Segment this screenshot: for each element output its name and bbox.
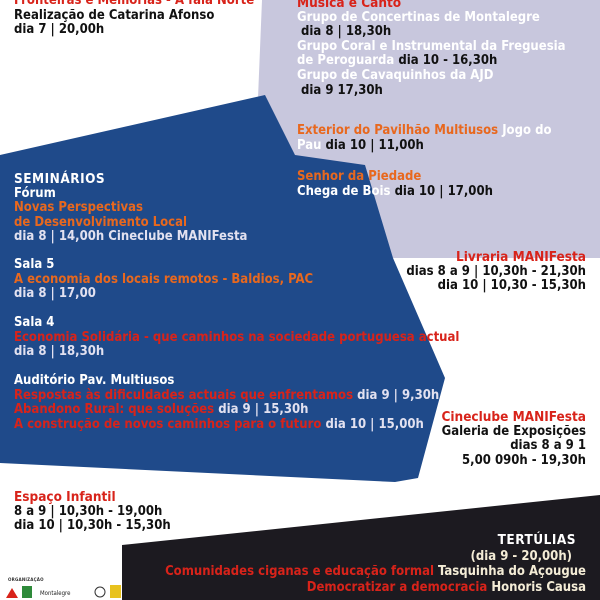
- cineclube-block: Cineclube MANIFesta Galeria de Exposiçõe…: [441, 410, 586, 468]
- piedade-time: dia 10 | 17,00h: [394, 183, 493, 199]
- forum-title-2: de Desenvolvimento Local: [14, 214, 188, 230]
- forum-time: dia 8 | 14,00h Cineclube MANIFesta: [14, 229, 248, 245]
- exterior-event: Jogo do: [502, 123, 552, 138]
- musica-block: Música e Canto Grupo de Concertinas de M…: [297, 0, 566, 98]
- seal-logo-icon: [94, 586, 106, 598]
- exterior-venue: Exterior do Pavilhão Multiusos: [297, 123, 499, 138]
- musica-title: Música e Canto: [297, 0, 402, 11]
- piedade-event: Chega de Bois: [297, 183, 391, 199]
- auditorio-item-3-time: dia 10 | 15,00h: [325, 416, 424, 432]
- musica-item-1-time: dia 8 | 18,30h: [301, 24, 392, 40]
- cineclube-title: Cineclube MANIFesta: [441, 409, 586, 425]
- navy-panel: [0, 95, 445, 482]
- sala5-label: Sala 5: [14, 257, 55, 272]
- seminarios-title: SEMINÁRIOS: [14, 171, 106, 187]
- tertulias-item-1-topic: Comunidades ciganas e educação formal: [165, 564, 434, 579]
- emblem-logo-icon: [110, 585, 121, 598]
- auditorio-item-3-title: A construção de novos caminhos para o fu…: [14, 416, 322, 432]
- tertulias-item-1-place: Tasquinha do Açougue: [438, 564, 586, 579]
- infantil-line-2: dia 10 | 10,30h - 15,30h: [14, 518, 171, 534]
- piedade-venue: Senhor da Piedade: [297, 169, 422, 184]
- tertulias-subtitle: (dia 9 - 20,00h): [470, 548, 572, 564]
- auditorio-label: Auditório Pav. Multiusos: [14, 373, 175, 388]
- tertulias-item-2-place: Honoris Causa: [491, 579, 586, 595]
- auditorio-item-1-time: dia 9 | 9,30h: [357, 387, 440, 403]
- montalegre-logo: Montalegre: [40, 590, 71, 597]
- film-block: Fronteiras e Memórias - A fala Norte Rea…: [14, 0, 254, 38]
- auditorio-item-2-time: dia 9 | 15,30h: [218, 402, 309, 418]
- musica-item-3-time: dia 9 17,30h: [301, 82, 383, 98]
- sala5-time: dia 8 | 17,00: [14, 286, 96, 302]
- sala4-time: dia 8 | 18,30h: [14, 344, 105, 360]
- musica-item-1-name: Grupo de Concertinas de Montalegre: [297, 9, 540, 25]
- musica-item-3-name: Grupo de Cavaquinhos da AJD: [297, 67, 494, 83]
- infantil-line-1: 8 a 9 | 10,30h - 19,00h: [14, 503, 163, 519]
- dark-panel: [122, 495, 600, 600]
- piedade-block: Senhor da Piedade Chega de Bois dia 10 |…: [297, 169, 493, 199]
- infantil-title: Espaço Infantil: [14, 489, 116, 505]
- exterior-event-2: Pau: [297, 137, 322, 153]
- exterior-time: dia 10 | 11,00h: [325, 137, 424, 153]
- livraria-line-1: dias 8 a 9 | 10,30h - 21,30h: [406, 263, 586, 279]
- auditorio-block: Auditório Pav. Multiusos Respostas às di…: [14, 373, 440, 432]
- film-title: Fronteiras e Memórias - A fala Norte: [14, 0, 255, 8]
- auditorio-item-2-title: Abandono Rural: que soluções: [14, 402, 215, 418]
- organizacao-label: ORGANIZAÇÃO: [8, 578, 44, 583]
- triangle-logo-icon: [6, 588, 18, 598]
- musica-item-2-name2: de Peroguarda: [297, 53, 395, 69]
- sala4-block: Sala 4 Economia Solidária - que caminhos…: [14, 315, 460, 360]
- film-credit: Realização de Catarina Afonso: [14, 7, 215, 23]
- livraria-line-2: dia 10 | 10,30 - 15,30h: [437, 278, 586, 294]
- sala4-title: Economia Solidária - que caminhos na soc…: [14, 329, 460, 345]
- film-date: dia 7 | 20,00h: [14, 22, 105, 38]
- cineclube-line-2: dias 8 a 9 1: [510, 438, 586, 454]
- forum-title-1: Novas Perspectivas: [14, 200, 143, 216]
- forum-label: Fórum: [14, 185, 56, 201]
- green-logo-icon: [22, 586, 32, 598]
- sala5-block: Sala 5 A economia dos locais remotos - B…: [14, 257, 314, 302]
- sala5-title: A economia dos locais remotos - Baldios,…: [14, 271, 314, 287]
- auditorio-item-1-title: Respostas às dificuldades actuais que en…: [14, 387, 354, 403]
- exterior-block: Exterior do Pavilhão Multiusos Jogo do P…: [297, 123, 552, 153]
- tertulias-item-2-topic: Democratizar a democracia: [306, 579, 488, 595]
- cineclube-line-3: 5,00 090h - 19,30h: [462, 452, 586, 468]
- seminarios-block: SEMINÁRIOS Fórum Novas Perspectivas de D…: [14, 172, 247, 245]
- tertulias-title: TERTÚLIAS: [497, 532, 576, 548]
- musica-item-2-name: Grupo Coral e Instrumental da Freguesia: [297, 38, 566, 54]
- musica-item-2-time: dia 10 - 16,30h: [398, 53, 498, 69]
- cineclube-line-1: Galeria de Exposições: [441, 423, 586, 439]
- livraria-title: Livraria MANIFesta: [456, 249, 586, 265]
- livraria-block: Livraria MANIFesta dias 8 a 9 | 10,30h -…: [406, 250, 586, 294]
- infantil-block: Espaço Infantil 8 a 9 | 10,30h - 19,00h …: [14, 490, 171, 534]
- tertulias-block: TERTÚLIAS (dia 9 - 20,00h) Comunidades c…: [165, 532, 586, 595]
- musica-item-2-line2: de Peroguarda dia 10 - 16,30h: [297, 54, 566, 69]
- sponsor-logos: [6, 585, 121, 598]
- sala4-label: Sala 4: [14, 315, 55, 330]
